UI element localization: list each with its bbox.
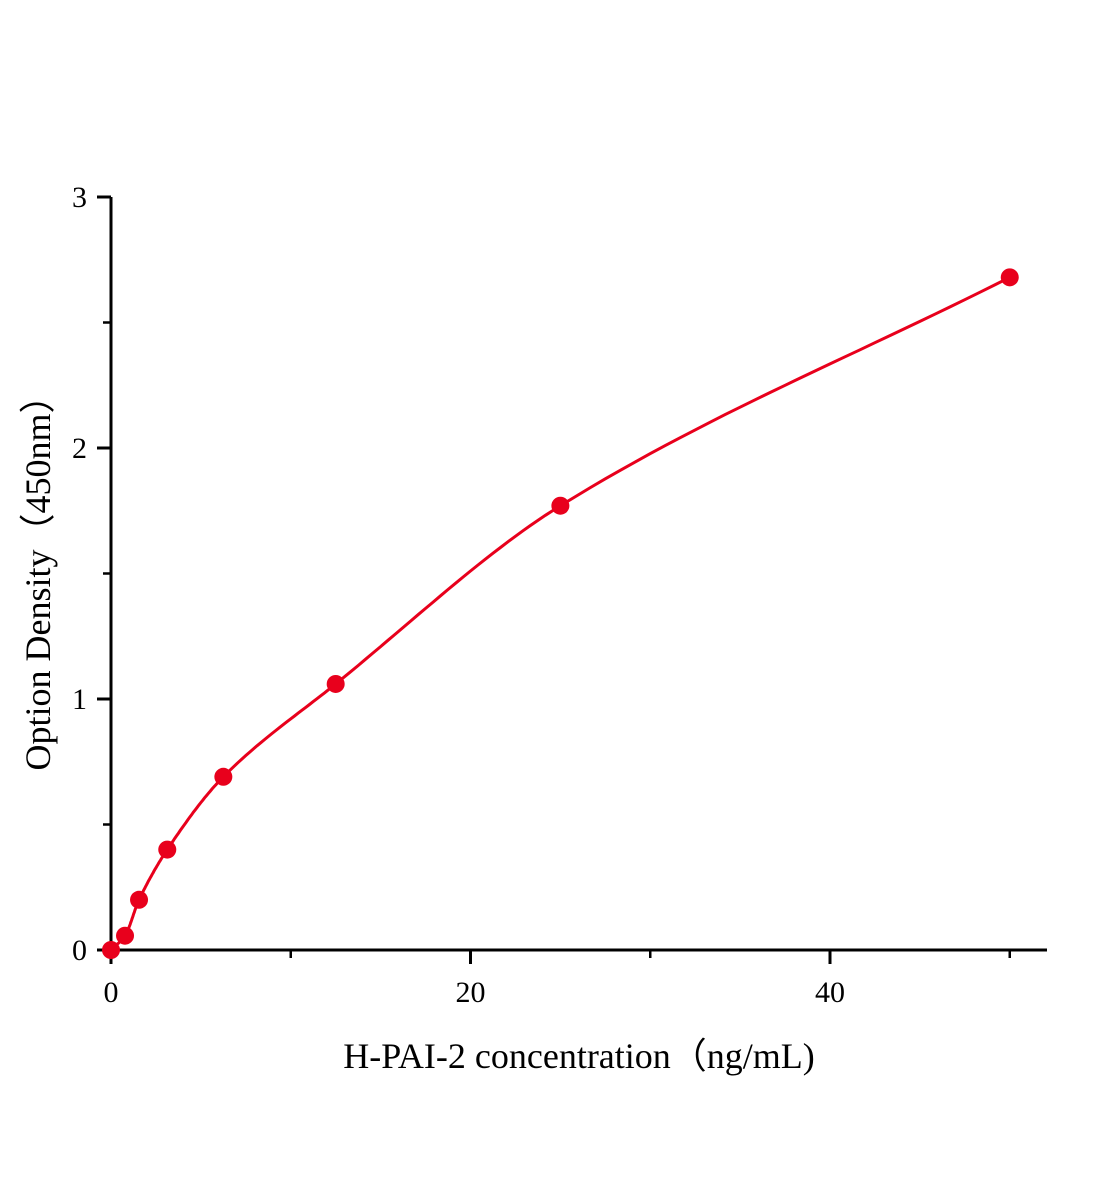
data-point bbox=[214, 767, 233, 786]
y-axis-title: Option Density（450nm） bbox=[18, 378, 58, 771]
data-point bbox=[130, 890, 149, 909]
data-points bbox=[102, 268, 1019, 959]
data-point bbox=[158, 840, 177, 859]
y-tick-label: 3 bbox=[72, 181, 87, 214]
data-point bbox=[102, 941, 120, 959]
data-point bbox=[326, 674, 345, 693]
x-tick-label: 0 bbox=[104, 976, 119, 1009]
x-tick-label: 20 bbox=[456, 976, 486, 1009]
axes: 0 20 40 0 1 2 3 bbox=[72, 181, 1047, 1009]
y-tick-label: 1 bbox=[72, 683, 87, 716]
data-point bbox=[1000, 268, 1019, 287]
fit-curve-layer bbox=[109, 275, 1011, 952]
data-point bbox=[116, 926, 135, 945]
y-tick-label: 0 bbox=[72, 934, 87, 967]
y-tick-label: 2 bbox=[72, 432, 87, 465]
x-axis-title: H-PAI-2 concentration（ng/mL) bbox=[343, 1036, 815, 1076]
x-tick-label: 40 bbox=[815, 976, 845, 1009]
data-point bbox=[551, 496, 570, 515]
fit-curve bbox=[109, 275, 1011, 952]
